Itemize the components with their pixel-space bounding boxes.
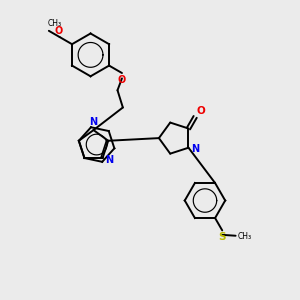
Text: N: N [106,154,114,164]
Text: O: O [55,26,63,36]
Text: CH₃: CH₃ [47,20,61,28]
Text: S: S [218,232,226,242]
Text: O: O [118,74,126,85]
Text: CH₃: CH₃ [238,232,252,241]
Text: O: O [196,106,205,116]
Text: N: N [191,144,199,154]
Text: N: N [89,116,98,127]
